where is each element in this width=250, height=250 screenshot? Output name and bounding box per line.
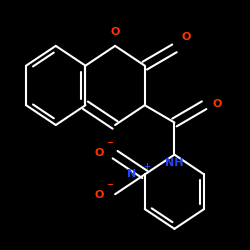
Text: O: O	[213, 99, 222, 109]
Text: −: −	[106, 180, 114, 189]
Text: N: N	[127, 170, 136, 179]
Text: O: O	[110, 27, 120, 37]
Text: NH: NH	[165, 158, 184, 168]
Text: −: −	[106, 138, 114, 147]
Text: O: O	[182, 32, 191, 42]
Text: +: +	[144, 162, 150, 171]
Text: O: O	[94, 190, 104, 200]
Text: O: O	[94, 148, 104, 158]
